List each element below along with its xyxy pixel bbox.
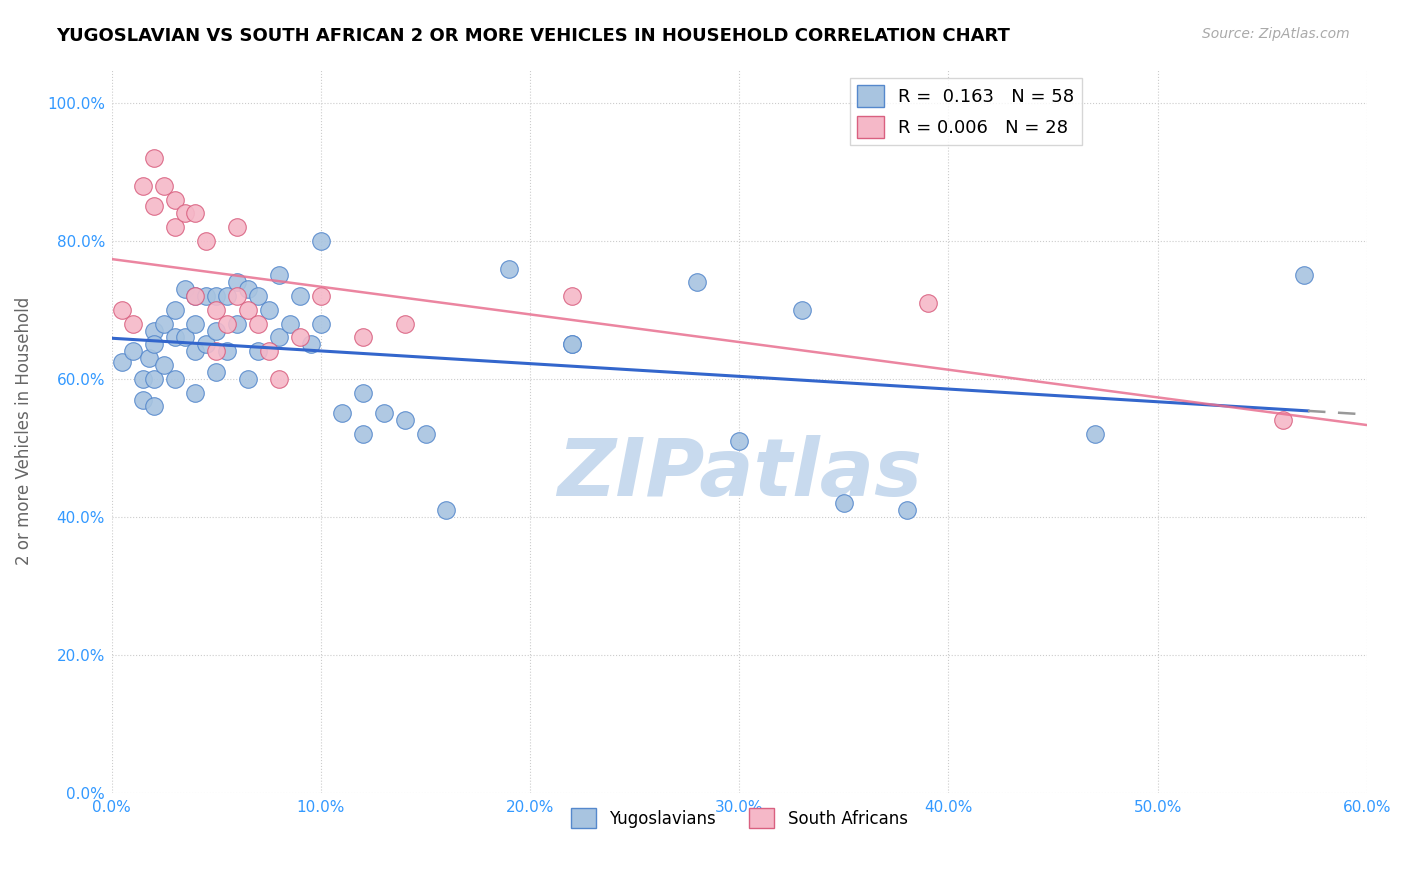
Point xyxy=(309,317,332,331)
Point xyxy=(1272,413,1295,427)
Point xyxy=(163,372,186,386)
Point xyxy=(352,427,374,442)
Point xyxy=(394,413,416,427)
Point xyxy=(163,330,186,344)
Point xyxy=(278,317,301,331)
Point xyxy=(686,275,709,289)
Point xyxy=(236,282,259,296)
Point xyxy=(153,317,176,331)
Point xyxy=(896,503,918,517)
Point xyxy=(257,302,280,317)
Point xyxy=(415,427,437,442)
Point xyxy=(215,289,238,303)
Point xyxy=(142,400,165,414)
Point xyxy=(163,302,186,317)
Point xyxy=(184,206,207,220)
Point xyxy=(194,289,217,303)
Point xyxy=(111,354,134,368)
Point xyxy=(330,406,353,420)
Point xyxy=(153,358,176,372)
Point xyxy=(236,302,259,317)
Point xyxy=(184,289,207,303)
Point xyxy=(236,372,259,386)
Point xyxy=(561,337,583,351)
Point xyxy=(205,365,228,379)
Point xyxy=(174,282,197,296)
Point xyxy=(184,289,207,303)
Point xyxy=(121,344,143,359)
Point xyxy=(309,289,332,303)
Point xyxy=(111,302,134,317)
Point xyxy=(247,344,270,359)
Y-axis label: 2 or more Vehicles in Household: 2 or more Vehicles in Household xyxy=(15,296,32,565)
Point xyxy=(498,261,520,276)
Point xyxy=(174,330,197,344)
Point xyxy=(194,234,217,248)
Point xyxy=(153,178,176,193)
Point xyxy=(247,317,270,331)
Point xyxy=(352,330,374,344)
Legend: Yugoslavians, South Africans: Yugoslavians, South Africans xyxy=(564,801,914,835)
Point xyxy=(226,289,249,303)
Point xyxy=(142,337,165,351)
Point xyxy=(163,193,186,207)
Point xyxy=(299,337,322,351)
Point xyxy=(205,344,228,359)
Point xyxy=(132,178,155,193)
Point xyxy=(205,289,228,303)
Point xyxy=(184,385,207,400)
Point xyxy=(132,392,155,407)
Point xyxy=(142,372,165,386)
Point xyxy=(790,302,813,317)
Point xyxy=(373,406,395,420)
Point xyxy=(561,337,583,351)
Point xyxy=(352,385,374,400)
Point xyxy=(257,344,280,359)
Point xyxy=(917,296,939,310)
Point xyxy=(205,324,228,338)
Point xyxy=(142,151,165,165)
Point xyxy=(194,337,217,351)
Point xyxy=(269,330,291,344)
Point xyxy=(184,344,207,359)
Point xyxy=(269,372,291,386)
Text: Source: ZipAtlas.com: Source: ZipAtlas.com xyxy=(1202,27,1350,41)
Point xyxy=(215,317,238,331)
Point xyxy=(561,289,583,303)
Point xyxy=(215,344,238,359)
Point xyxy=(142,324,165,338)
Point xyxy=(832,496,855,510)
Point xyxy=(247,289,270,303)
Point xyxy=(226,275,249,289)
Text: YUGOSLAVIAN VS SOUTH AFRICAN 2 OR MORE VEHICLES IN HOUSEHOLD CORRELATION CHART: YUGOSLAVIAN VS SOUTH AFRICAN 2 OR MORE V… xyxy=(56,27,1010,45)
Point xyxy=(138,351,160,366)
Point xyxy=(1084,427,1107,442)
Point xyxy=(288,289,311,303)
Point xyxy=(184,317,207,331)
Point xyxy=(436,503,458,517)
Point xyxy=(1292,268,1315,283)
Point xyxy=(163,220,186,235)
Text: ZIPatlas: ZIPatlas xyxy=(557,435,922,513)
Point xyxy=(132,372,155,386)
Point xyxy=(309,234,332,248)
Point xyxy=(728,434,751,448)
Point xyxy=(226,220,249,235)
Point xyxy=(205,302,228,317)
Point xyxy=(288,330,311,344)
Point xyxy=(269,268,291,283)
Point xyxy=(142,199,165,213)
Point xyxy=(394,317,416,331)
Point xyxy=(174,206,197,220)
Point xyxy=(121,317,143,331)
Point xyxy=(226,317,249,331)
